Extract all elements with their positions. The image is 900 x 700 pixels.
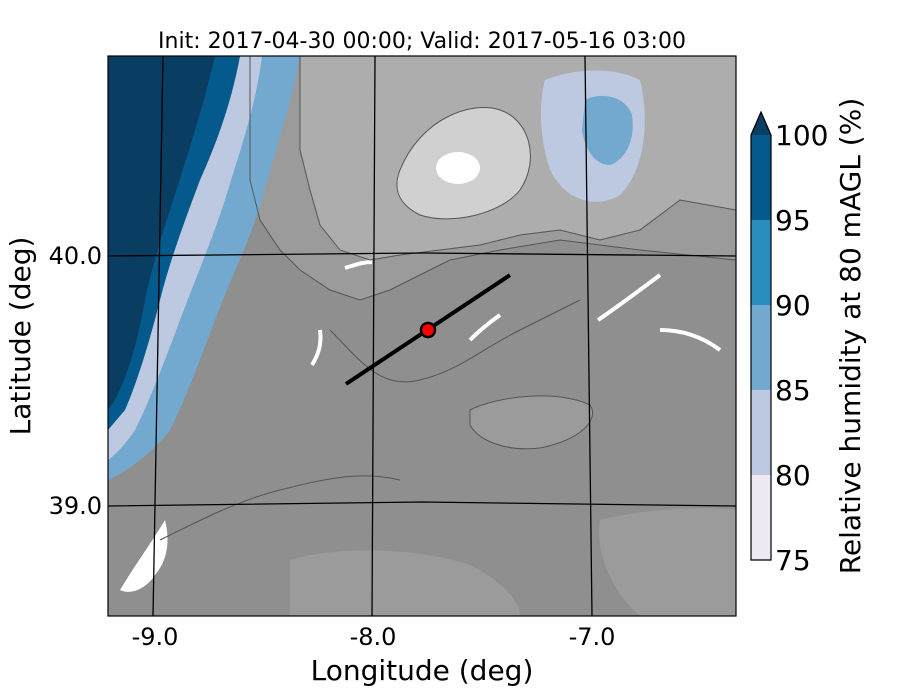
colorbar-outline: [750, 110, 772, 561]
terrain-mid-patch: [470, 395, 593, 449]
colorbar-tick-label: 90: [775, 289, 811, 322]
figure-title: Init: 2017-04-30 00:00; Valid: 2017-05-1…: [158, 29, 686, 54]
humid-zone-100: [108, 56, 215, 410]
river-feature: [344, 260, 373, 270]
humid-patch-ne: [582, 95, 633, 165]
graticule-meridian: [152, 55, 164, 617]
river-feature: [120, 520, 168, 592]
colorbar-band-95-100: [751, 135, 771, 220]
map-area: [108, 56, 736, 616]
graticule-meridian: [584, 55, 593, 617]
colorbar-tick-label: 95: [775, 204, 811, 237]
y-axis-label: Latitude (deg): [4, 237, 37, 436]
x-tick-label: -9.0: [132, 623, 179, 651]
colorbar-band-85-90: [751, 305, 771, 390]
colorbar-tick-label: 80: [775, 459, 811, 492]
colorbar-tick-label: 100: [775, 119, 828, 152]
x-tick-label: -7.0: [569, 623, 616, 651]
location-marker: [419, 321, 437, 339]
terrain-contour: [469, 395, 593, 450]
graticule-parallel: [107, 252, 737, 257]
terrain-mid-patch: [599, 508, 736, 616]
colorbar-tick-label: 85: [775, 374, 811, 407]
colorbar: 75 80 85 90 95 100 Relative humidity at …: [750, 98, 867, 577]
graticule-parallel: [107, 501, 737, 507]
y-tick-label: 40.0: [49, 242, 102, 270]
terrain-mid-patch: [290, 550, 520, 616]
colorbar-tick-label: 75: [775, 544, 811, 577]
y-tick-label: 39.0: [49, 492, 102, 520]
map-frame: [107, 55, 737, 617]
x-tick-label: -8.0: [350, 623, 397, 651]
terrain-contour: [249, 56, 736, 301]
terrain-contour: [396, 107, 531, 220]
terrain-summit: [436, 152, 480, 184]
river-feature: [310, 329, 323, 367]
graticule: [107, 55, 737, 617]
river-feature: [468, 313, 502, 342]
colorbar-band-90-95: [751, 220, 771, 305]
colorbar-band-75-80: [751, 475, 771, 560]
terrain-contour: [159, 475, 401, 541]
colorbar-label: Relative humidity at 80 mAGL (%): [834, 98, 867, 575]
river-feature: [596, 273, 662, 322]
x-axis-label: Longitude (deg): [311, 654, 534, 687]
terrain-contour: [299, 56, 736, 261]
colorbar-band-80-85: [751, 390, 771, 475]
graticule-meridian: [371, 55, 376, 617]
river-feature: [659, 328, 722, 352]
colorbar-extend-arrow: [751, 112, 771, 135]
